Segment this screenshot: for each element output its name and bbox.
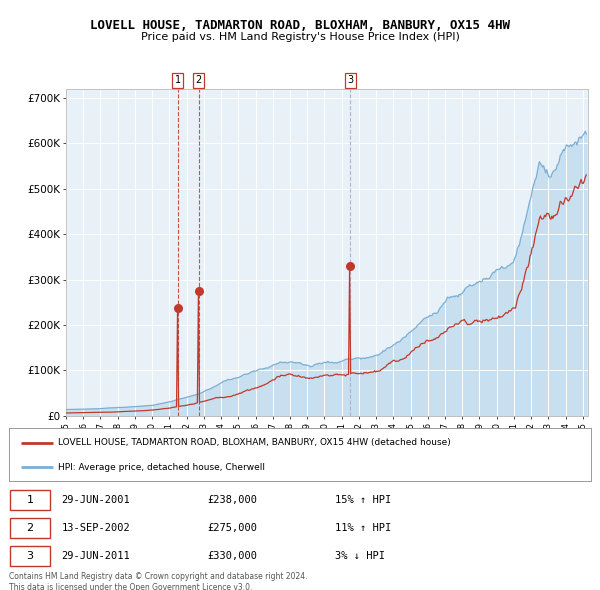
Text: 3: 3 bbox=[347, 76, 353, 85]
Text: £238,000: £238,000 bbox=[207, 496, 257, 506]
Text: 3% ↓ HPI: 3% ↓ HPI bbox=[335, 550, 385, 560]
Text: Contains HM Land Registry data © Crown copyright and database right 2024.
This d: Contains HM Land Registry data © Crown c… bbox=[9, 572, 308, 590]
Text: Price paid vs. HM Land Registry's House Price Index (HPI): Price paid vs. HM Land Registry's House … bbox=[140, 32, 460, 42]
Text: 2: 2 bbox=[26, 523, 34, 533]
Text: 29-JUN-2011: 29-JUN-2011 bbox=[61, 550, 130, 560]
Text: 29-JUN-2001: 29-JUN-2001 bbox=[61, 496, 130, 506]
Text: LOVELL HOUSE, TADMARTON ROAD, BLOXHAM, BANBURY, OX15 4HW (detached house): LOVELL HOUSE, TADMARTON ROAD, BLOXHAM, B… bbox=[58, 438, 451, 447]
FancyBboxPatch shape bbox=[10, 490, 50, 510]
Text: £275,000: £275,000 bbox=[207, 523, 257, 533]
Text: £330,000: £330,000 bbox=[207, 550, 257, 560]
Text: 1: 1 bbox=[175, 76, 181, 85]
Text: 11% ↑ HPI: 11% ↑ HPI bbox=[335, 523, 391, 533]
Text: 1: 1 bbox=[26, 496, 34, 506]
Text: LOVELL HOUSE, TADMARTON ROAD, BLOXHAM, BANBURY, OX15 4HW: LOVELL HOUSE, TADMARTON ROAD, BLOXHAM, B… bbox=[90, 19, 510, 32]
Text: 2: 2 bbox=[196, 76, 202, 85]
Text: 15% ↑ HPI: 15% ↑ HPI bbox=[335, 496, 391, 506]
Text: 13-SEP-2002: 13-SEP-2002 bbox=[61, 523, 130, 533]
Text: HPI: Average price, detached house, Cherwell: HPI: Average price, detached house, Cher… bbox=[58, 463, 265, 471]
FancyBboxPatch shape bbox=[10, 546, 50, 566]
Text: 3: 3 bbox=[26, 550, 34, 560]
FancyBboxPatch shape bbox=[10, 518, 50, 538]
